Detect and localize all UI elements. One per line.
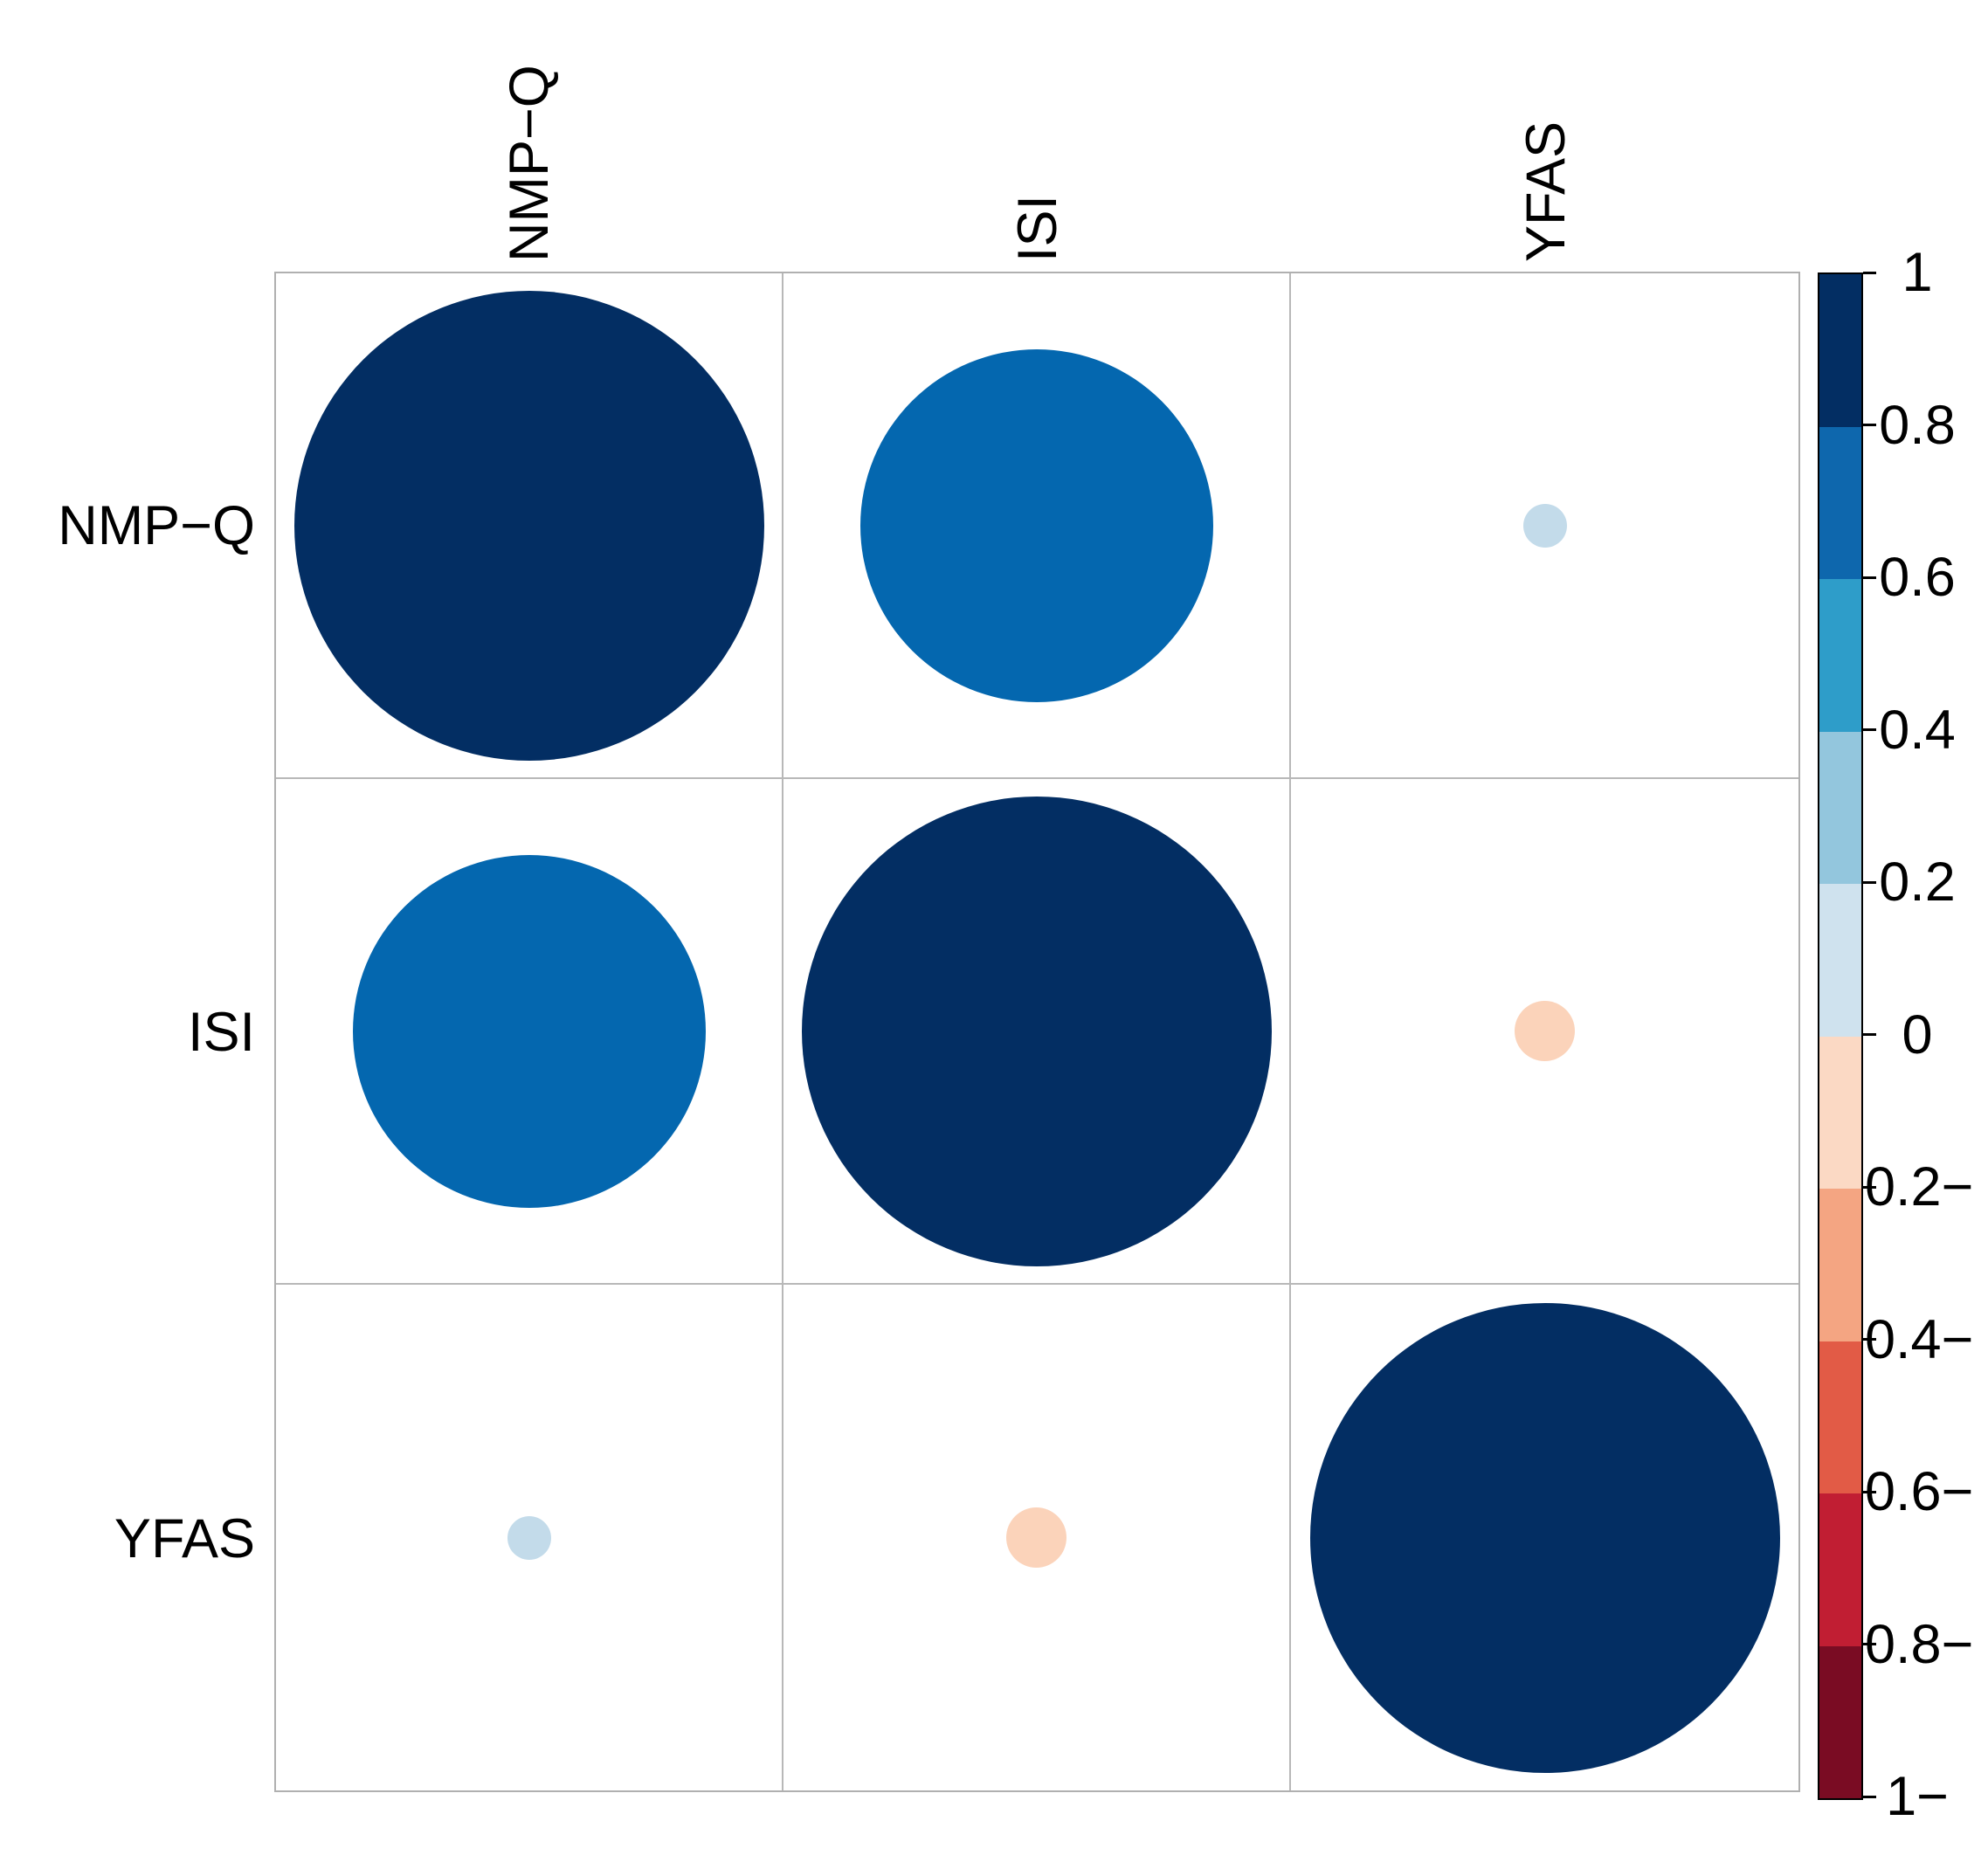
colorbar-band (1819, 884, 1861, 1037)
matrix-cell (1291, 779, 1798, 1285)
colorbar-band (1819, 731, 1861, 884)
colorbar-tick (1863, 728, 1876, 731)
colorbar-tick (1863, 1033, 1876, 1036)
matrix-cell (276, 1285, 783, 1790)
colorbar-band (1819, 1341, 1861, 1493)
correlation-circle (293, 290, 764, 761)
colorbar-tick-label: 0.8 (1879, 394, 1956, 456)
colorbar-tick (1863, 1185, 1876, 1189)
matrix-cell (1291, 273, 1798, 779)
colorbar-tick-label: 0.2− (1865, 1156, 1974, 1217)
colorbar-tick (1863, 1643, 1876, 1645)
colorbar-band (1819, 1036, 1861, 1189)
correlation-circle (1522, 503, 1567, 548)
colorbar-tick (1863, 1490, 1876, 1493)
colorbar-tick-label: 0.2 (1879, 852, 1956, 913)
colorbar-tick (1863, 1338, 1876, 1341)
colorbar-tick (1863, 424, 1876, 426)
row-label-yfas: YFAS (114, 1508, 255, 1569)
colorbar-band (1819, 426, 1861, 579)
colorbar-tick (1863, 271, 1876, 274)
column-label-yfas: YFAS (1515, 121, 1577, 262)
correlation-circle (352, 854, 706, 1208)
matrix-cell (276, 779, 783, 1285)
colorbar-tick-label: 1 (1902, 242, 1933, 303)
colorbar-band (1819, 1645, 1861, 1798)
correlation-circle (1309, 1302, 1780, 1773)
colorbar-band (1819, 579, 1861, 732)
colorbar-tick-label: 0.8− (1865, 1613, 1974, 1675)
colorbar-tick-label: 0.6− (1865, 1461, 1974, 1522)
colorbar-tick-label: 0.4− (1865, 1308, 1974, 1370)
row-label-nmp-q: NMP−Q (58, 495, 255, 556)
row-label-isi: ISI (187, 1002, 255, 1063)
matrix-cell (276, 273, 783, 779)
colorbar-tick-label: 0.4 (1879, 699, 1956, 761)
column-label-nmp-q: NMP−Q (499, 65, 560, 262)
correlation-circle (1006, 1507, 1066, 1568)
correlation-matrix (274, 272, 1800, 1792)
matrix-cell (1291, 1285, 1798, 1790)
correlation-circle (1515, 1001, 1575, 1061)
colorbar (1818, 272, 1863, 1800)
colorbar-tick (1863, 576, 1876, 579)
colorbar-tick (1863, 1795, 1876, 1798)
colorbar-band (1819, 1493, 1861, 1646)
colorbar-band (1819, 274, 1861, 427)
correlation-circle (801, 796, 1272, 1266)
colorbar-tick (1863, 880, 1876, 884)
colorbar-tick-label: 0.6 (1879, 547, 1956, 608)
matrix-cell (783, 273, 1291, 779)
column-label-isi: ISI (1007, 194, 1068, 262)
matrix-cell (783, 1285, 1291, 1790)
correlation-circle (859, 348, 1213, 702)
colorbar-tick-label: 0 (1902, 1003, 1933, 1066)
colorbar-tick-label: 1− (1886, 1766, 1949, 1827)
colorbar-band (1819, 1189, 1861, 1341)
matrix-cell (783, 779, 1291, 1285)
correlation-circle (507, 1515, 551, 1560)
